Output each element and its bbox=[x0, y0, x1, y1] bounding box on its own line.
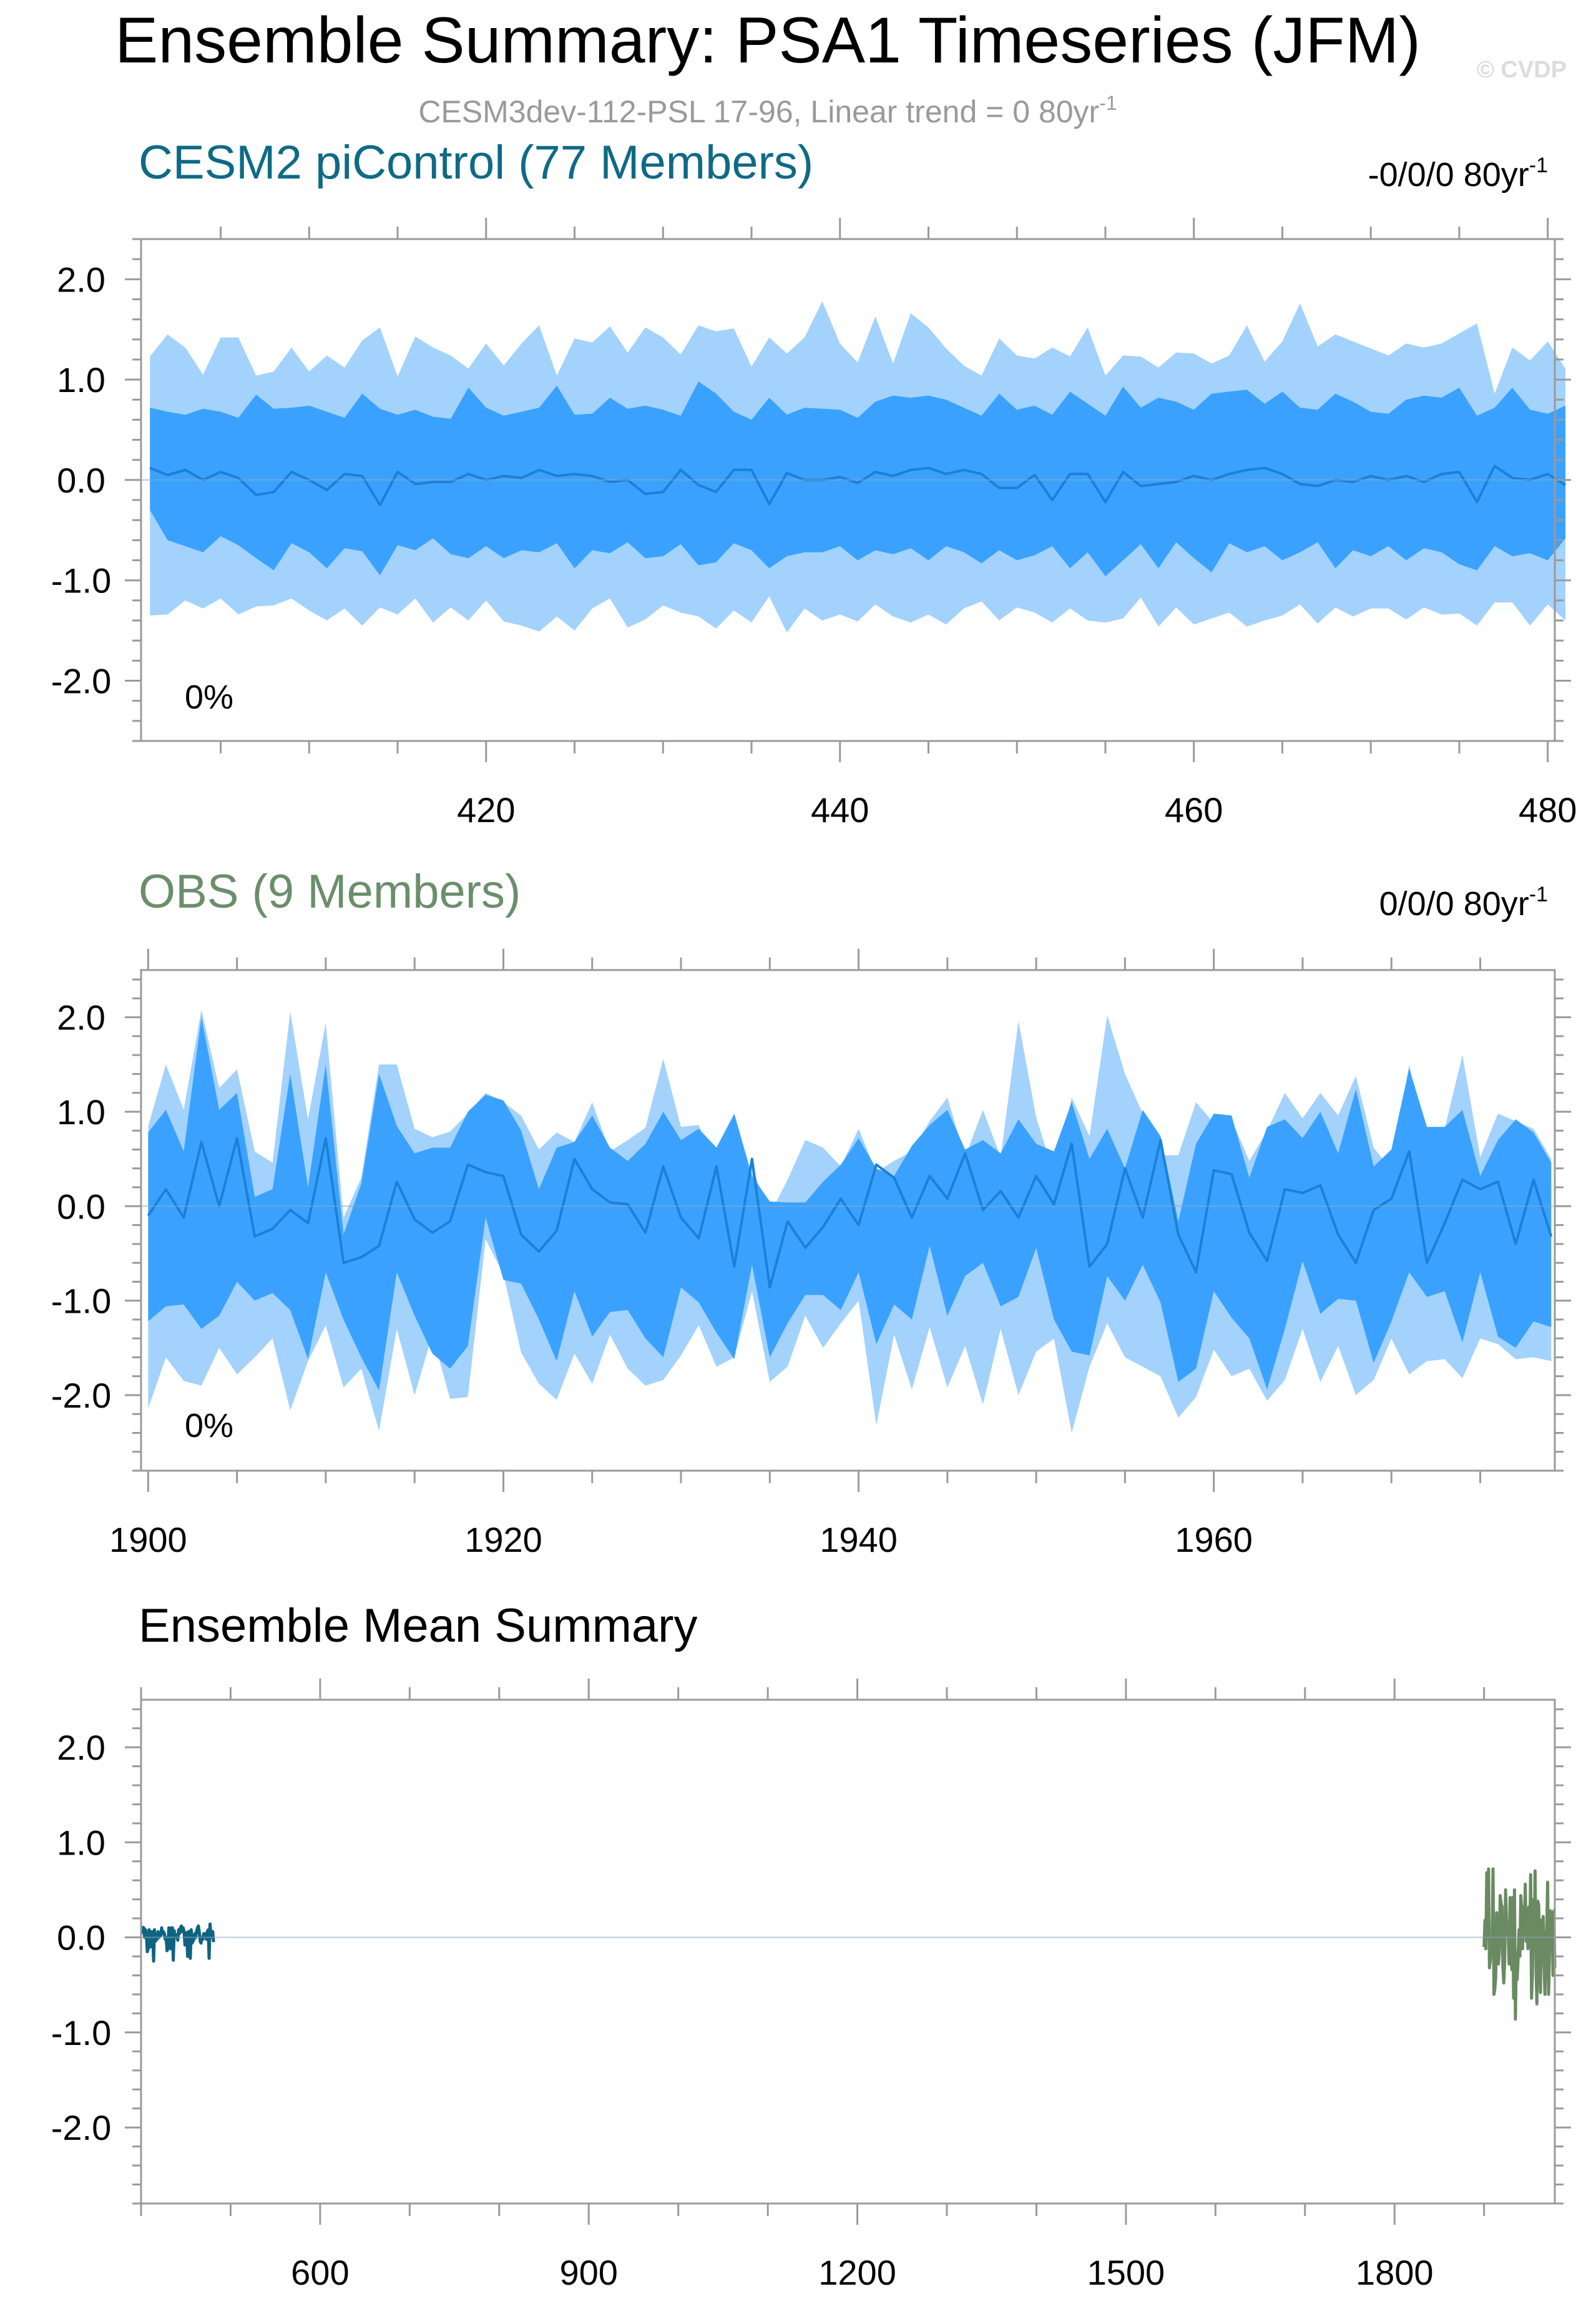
panel-model-trend: -0/0/0 80yr-1 bbox=[1368, 154, 1548, 194]
panel-obs-percent: 0% bbox=[185, 1407, 233, 1444]
x-tick-label: 460 bbox=[1165, 790, 1223, 830]
figure-title: Ensemble Summary: PSA1 Timeseries (JFM) bbox=[115, 4, 1421, 77]
panel-model-trend-sup: -1 bbox=[1529, 154, 1548, 177]
y-tick-label: -2.0 bbox=[51, 2108, 112, 2147]
y-tick-label: 1.0 bbox=[57, 1823, 105, 1862]
panel-obs-trend: 0/0/0 80yr-1 bbox=[1379, 883, 1548, 923]
ensemble-mean-line bbox=[149, 464, 1567, 507]
panel-ensemble-mean-axes: 2.0 1.0 0.0 -1.0 -2.0 600 900 1200 1500 1800 bbox=[51, 1679, 1571, 2292]
figure-subtitle-text: CESM3dev-112-PSL 17-96, Linear trend = 0… bbox=[418, 94, 1099, 129]
panel-obs-title: OBS (9 Members) bbox=[139, 865, 521, 918]
y-tick-label: -2.0 bbox=[51, 1376, 112, 1415]
plot-frame bbox=[140, 1699, 1556, 2205]
y-tick-label: 1.0 bbox=[57, 1092, 105, 1132]
y-tick-label: -1.0 bbox=[51, 561, 112, 601]
x-tick-label: 600 bbox=[291, 2253, 349, 2292]
panel-ensemble-mean-lines bbox=[140, 1867, 1557, 2021]
inner-percentile-band bbox=[150, 381, 1566, 577]
panel-ensemble-mean: Ensemble Mean Summary 2.0 1.0 0.0 -1.0 -2.0 6… bbox=[51, 1599, 1571, 2292]
plot-frame bbox=[140, 238, 1556, 742]
x-tick-label: 480 bbox=[1519, 790, 1577, 830]
cvdp-watermark: © CVDP bbox=[1477, 57, 1567, 83]
x-tick-label: 1900 bbox=[109, 1520, 187, 1559]
x-tick-label: 900 bbox=[560, 2253, 618, 2292]
panel-obs: OBS (9 Members) 0/0/0 80yr-1 2.0 1.0 0.0 -1… bbox=[51, 865, 1571, 1559]
x-tick-label: 1940 bbox=[820, 1520, 898, 1559]
y-tick-label: -1.0 bbox=[51, 1282, 112, 1321]
plot-frame bbox=[140, 969, 1556, 1472]
x-tick-label: 440 bbox=[811, 790, 869, 830]
y-tick-label: -1.0 bbox=[51, 2013, 112, 2052]
y-tick-label: 0.0 bbox=[57, 461, 105, 500]
y-tick-label: 1.0 bbox=[57, 360, 105, 400]
y-tick-label: -2.0 bbox=[51, 662, 112, 701]
y-tick-label: 0.0 bbox=[57, 1187, 105, 1226]
y-tick-label: 0.0 bbox=[57, 1918, 105, 1958]
panel-obs-trend-sup: -1 bbox=[1529, 883, 1548, 906]
panel-model: CESM2 piControl (77 Members) -0/0/0 80yr… bbox=[51, 136, 1577, 830]
inner-percentile-band bbox=[148, 1017, 1552, 1391]
x-tick-label: 1500 bbox=[1087, 2253, 1165, 2292]
model-mean-series-line bbox=[140, 1922, 215, 1963]
x-tick-label: 1200 bbox=[818, 2253, 896, 2292]
figure-subtitle: CESM3dev-112-PSL 17-96, Linear trend = 0… bbox=[418, 92, 1117, 129]
panel-model-axes: 2.0 1.0 0.0 -1.0 -2.0 420 440 460 480 bbox=[51, 218, 1577, 830]
panel-model-title: CESM2 piControl (77 Members) bbox=[139, 136, 813, 189]
y-tick-label: 2.0 bbox=[57, 260, 105, 299]
ensemble-mean-line bbox=[147, 1137, 1553, 1289]
panel-ensemble-mean-title: Ensemble Mean Summary bbox=[139, 1599, 697, 1652]
x-tick-label: 1960 bbox=[1175, 1520, 1253, 1559]
obs-mean-series-line bbox=[1482, 1867, 1557, 2021]
panel-obs-bands bbox=[147, 1009, 1553, 1433]
figure-subtitle-sup: -1 bbox=[1099, 92, 1117, 114]
x-tick-label: 420 bbox=[457, 790, 515, 830]
panel-model-bands bbox=[149, 301, 1567, 633]
panel-model-trend-text: -0/0/0 80yr bbox=[1368, 156, 1529, 194]
panel-obs-trend-text: 0/0/0 80yr bbox=[1379, 885, 1529, 923]
x-tick-label: 1800 bbox=[1356, 2253, 1434, 2292]
panel-obs-axes: 2.0 1.0 0.0 -1.0 -2.0 1900 1920 1940 1960 bbox=[51, 949, 1571, 1559]
x-tick-label: 1920 bbox=[464, 1520, 542, 1559]
y-tick-label: 2.0 bbox=[57, 1728, 105, 1767]
y-tick-label: 2.0 bbox=[57, 998, 105, 1037]
panel-model-percent: 0% bbox=[185, 679, 233, 716]
